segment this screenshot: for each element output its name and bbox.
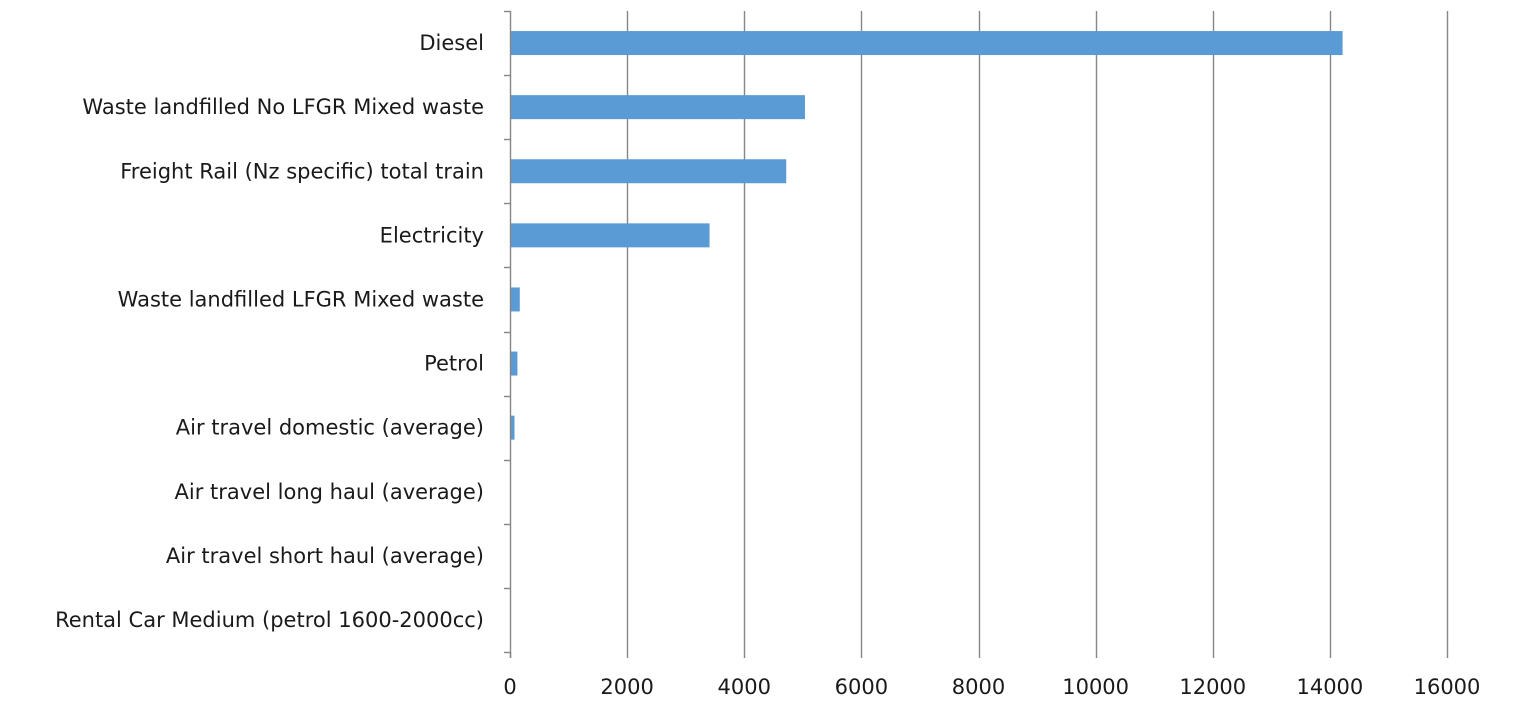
category-label-8: Air travel short haul (average) (166, 544, 484, 568)
bar-5 (511, 351, 518, 376)
bar-0 (511, 31, 1343, 56)
x-tick-label-7: 14000 (1296, 675, 1363, 698)
category-label-3: Electricity (380, 223, 484, 247)
bar-1 (511, 95, 805, 120)
category-label-0: Diesel (419, 31, 484, 55)
x-tick-label-4: 8000 (952, 675, 1005, 698)
x-tick-label-0: 0 (503, 675, 516, 698)
x-tick-label-6: 12000 (1179, 675, 1246, 698)
bar-4 (511, 287, 520, 312)
bar-2 (511, 159, 787, 184)
bar-6 (511, 415, 515, 440)
x-tick-label-5: 10000 (1062, 675, 1129, 698)
category-label-7: Air travel long haul (average) (175, 480, 484, 504)
bar-3 (511, 223, 710, 248)
labels: Diesel Waste landfilled No LFGR Mixed was… (55, 31, 1481, 699)
category-label-5: Petrol (424, 352, 484, 376)
x-tick-label-2: 4000 (718, 675, 771, 698)
x-tick-label-1: 2000 (600, 675, 653, 698)
bars (511, 31, 1343, 440)
category-label-4: Waste landfilled LFGR Mixed waste (118, 287, 484, 311)
category-label-2: Freight Rail (Nz specific) total train (120, 159, 484, 183)
category-label-9: Rental Car Medium (petrol 1600-2000cc) (55, 608, 484, 632)
x-tick-label-8: 16000 (1414, 675, 1481, 698)
x-tick-label-3: 6000 (835, 675, 888, 698)
category-label-1: Waste landfilled No LFGR Mixed waste (82, 95, 484, 119)
category-label-6: Air travel domestic (average) (176, 416, 484, 440)
axes (504, 10, 1449, 658)
